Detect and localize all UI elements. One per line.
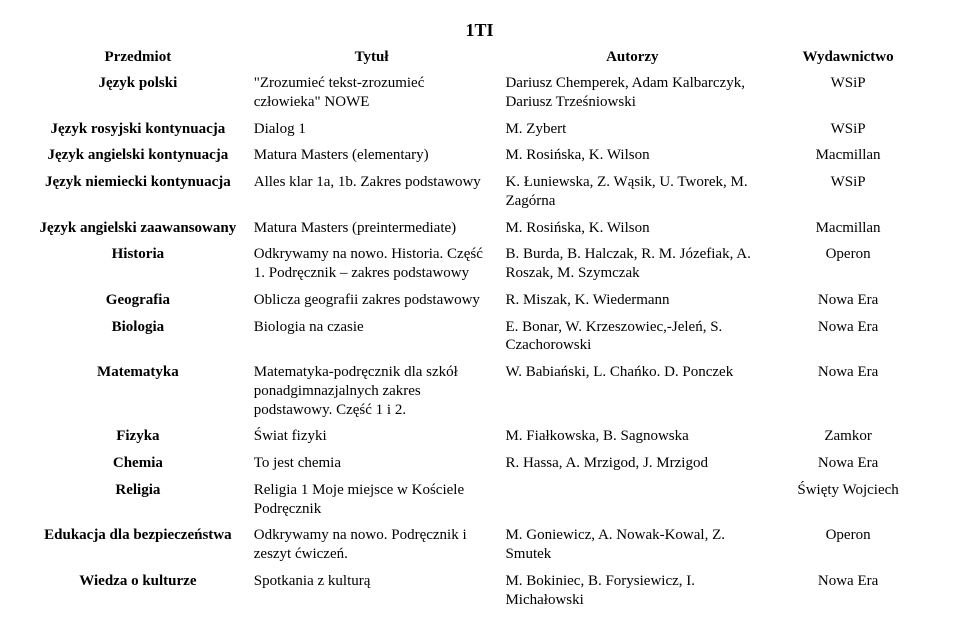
table-row: Wiedza o kulturzeSpotkania z kulturąM. B… (30, 568, 929, 614)
cell-subject: Historia (30, 241, 246, 287)
cell-publisher: Macmillan (767, 142, 929, 169)
table-row: BiologiaBiologia na czasieE. Bonar, W. K… (30, 314, 929, 360)
cell-publisher: Nowa Era (767, 287, 929, 314)
textbook-table: Przedmiot Tytuł Autorzy Wydawnictwo Języ… (30, 45, 929, 613)
cell-subject: Geografia (30, 287, 246, 314)
cell-publisher: Święty Wojciech (767, 477, 929, 523)
cell-subject: Język polski (30, 70, 246, 116)
cell-authors: M. Goniewicz, A. Nowak-Kowal, Z. Smutek (497, 522, 767, 568)
table-row: GeografiaOblicza geografii zakres podsta… (30, 287, 929, 314)
table-row: Język angielski zaawansowanyMatura Maste… (30, 215, 929, 242)
cell-authors: M. Fiałkowska, B. Sagnowska (497, 423, 767, 450)
cell-publisher: WSiP (767, 116, 929, 143)
page-title: 1TI (30, 20, 929, 41)
cell-authors: B. Burda, B. Halczak, R. M. Józefiak, A.… (497, 241, 767, 287)
cell-subject: Fizyka (30, 423, 246, 450)
cell-subject: Biologia (30, 314, 246, 360)
cell-title: Biologia na czasie (246, 314, 498, 360)
cell-publisher: Nowa Era (767, 359, 929, 423)
cell-publisher: WSiP (767, 169, 929, 215)
cell-subject: Religia (30, 477, 246, 523)
cell-title: Religia 1 Moje miejsce w Kościele Podręc… (246, 477, 498, 523)
cell-title: Dialog 1 (246, 116, 498, 143)
cell-authors: E. Bonar, W. Krzeszowiec,-Jeleń, S. Czac… (497, 314, 767, 360)
cell-authors: M. Bokiniec, B. Forysiewicz, I. Michałow… (497, 568, 767, 614)
table-row: Edukacja dla bezpieczeństwaOdkrywamy na … (30, 522, 929, 568)
cell-title: "Zrozumieć tekst-zrozumieć człowieka" NO… (246, 70, 498, 116)
cell-title: Matura Masters (preintermediate) (246, 215, 498, 242)
col-title: Tytuł (246, 45, 498, 70)
cell-title: Spotkania z kulturą (246, 568, 498, 614)
cell-authors: M. Rosińska, K. Wilson (497, 142, 767, 169)
cell-authors: M. Zybert (497, 116, 767, 143)
col-authors: Autorzy (497, 45, 767, 70)
cell-authors: R. Hassa, A. Mrzigod, J. Mrzigod (497, 450, 767, 477)
table-row: Język niemiecki kontynuacjaAlles klar 1a… (30, 169, 929, 215)
table-row: ChemiaTo jest chemiaR. Hassa, A. Mrzigod… (30, 450, 929, 477)
cell-subject: Wiedza o kulturze (30, 568, 246, 614)
cell-publisher: WSiP (767, 70, 929, 116)
table-row: FizykaŚwiat fizykiM. Fiałkowska, B. Sagn… (30, 423, 929, 450)
table-row: Język polski"Zrozumieć tekst-zrozumieć c… (30, 70, 929, 116)
table-row: ReligiaReligia 1 Moje miejsce w Kościele… (30, 477, 929, 523)
cell-publisher: Operon (767, 522, 929, 568)
cell-authors: W. Babiański, L. Chańko. D. Ponczek (497, 359, 767, 423)
table-header-row: Przedmiot Tytuł Autorzy Wydawnictwo (30, 45, 929, 70)
cell-title: To jest chemia (246, 450, 498, 477)
cell-authors: M. Rosińska, K. Wilson (497, 215, 767, 242)
cell-subject: Chemia (30, 450, 246, 477)
cell-subject: Język rosyjski kontynuacja (30, 116, 246, 143)
cell-publisher: Zamkor (767, 423, 929, 450)
table-row: HistoriaOdkrywamy na nowo. Historia. Czę… (30, 241, 929, 287)
cell-title: Alles klar 1a, 1b. Zakres podstawowy (246, 169, 498, 215)
cell-title: Matematyka-podręcznik dla szkół ponadgim… (246, 359, 498, 423)
table-row: Język rosyjski kontynuacjaDialog 1M. Zyb… (30, 116, 929, 143)
cell-title: Oblicza geografii zakres podstawowy (246, 287, 498, 314)
cell-publisher: Nowa Era (767, 450, 929, 477)
cell-authors: K. Łuniewska, Z. Wąsik, U. Tworek, M. Za… (497, 169, 767, 215)
col-publisher: Wydawnictwo (767, 45, 929, 70)
cell-title: Matura Masters (elementary) (246, 142, 498, 169)
table-row: Język angielski kontynuacjaMatura Master… (30, 142, 929, 169)
cell-publisher: Operon (767, 241, 929, 287)
col-subject: Przedmiot (30, 45, 246, 70)
cell-title: Odkrywamy na nowo. Historia. Część 1. Po… (246, 241, 498, 287)
cell-authors (497, 477, 767, 523)
cell-title: Świat fizyki (246, 423, 498, 450)
cell-title: Odkrywamy na nowo. Podręcznik i zeszyt ć… (246, 522, 498, 568)
cell-publisher: Macmillan (767, 215, 929, 242)
cell-subject: Matematyka (30, 359, 246, 423)
cell-subject: Język niemiecki kontynuacja (30, 169, 246, 215)
cell-subject: Język angielski kontynuacja (30, 142, 246, 169)
table-row: MatematykaMatematyka-podręcznik dla szkó… (30, 359, 929, 423)
cell-publisher: Nowa Era (767, 314, 929, 360)
cell-authors: Dariusz Chemperek, Adam Kalbarczyk, Dari… (497, 70, 767, 116)
cell-subject: Edukacja dla bezpieczeństwa (30, 522, 246, 568)
cell-publisher: Nowa Era (767, 568, 929, 614)
cell-authors: R. Miszak, K. Wiedermann (497, 287, 767, 314)
cell-subject: Język angielski zaawansowany (30, 215, 246, 242)
